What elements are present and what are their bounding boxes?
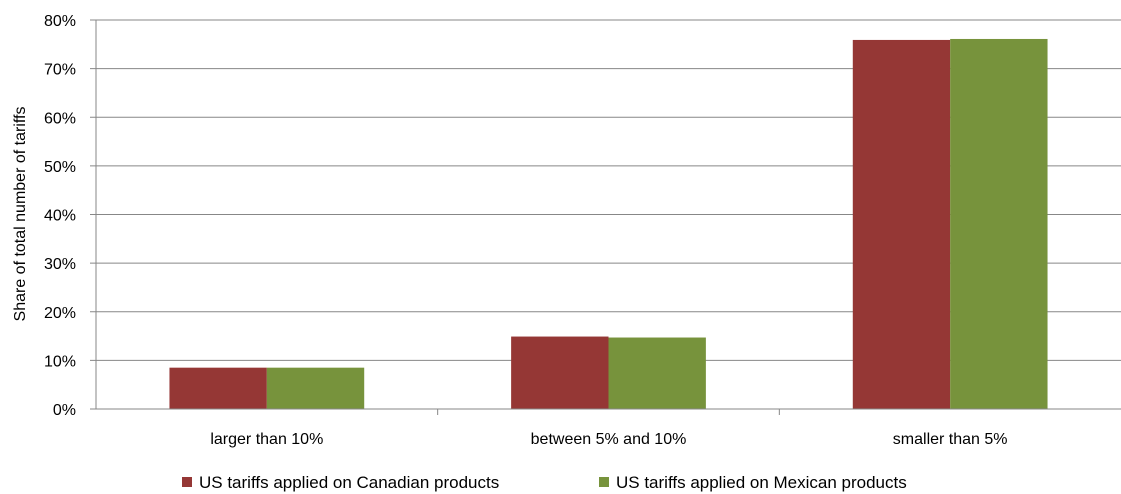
x-tick-label: larger than 10% [210,431,323,448]
bar [511,336,609,409]
y-tick-label: 70% [44,62,76,79]
x-axis [95,20,1121,415]
y-tick-label: 20% [44,305,76,322]
legend: US tariffs applied on Canadian products U… [182,473,907,492]
bar [169,367,267,409]
x-tick-label: smaller than 5% [893,431,1008,448]
legend-label: US tariffs applied on Canadian products [199,473,499,492]
legend-label: US tariffs applied on Mexican products [616,473,907,492]
y-tick-label: 10% [44,353,76,370]
y-tick-label: 0% [53,402,76,419]
bar [266,367,365,409]
x-axis-labels: larger than 10% between 5% and 10% smaller… [210,431,1007,448]
bar [852,39,951,409]
bar [608,337,706,409]
y-tick-label: 40% [44,208,76,225]
y-tick-label: 50% [44,159,76,176]
bars [169,38,1048,410]
y-tick-label: 30% [44,256,76,273]
y-axis-title: Share of total number of tariffs [12,107,29,322]
y-tick-label: 80% [44,13,76,30]
bar [950,38,1048,410]
gridlines [96,19,1121,361]
x-tick-label: between 5% and 10% [531,431,687,448]
legend-swatch [599,477,609,487]
y-axis-ticks: 0% 10% 20% 30% 40% 50% 60% 70% 80% [44,13,96,419]
legend-swatch [182,477,192,487]
y-tick-label: 60% [44,110,76,127]
